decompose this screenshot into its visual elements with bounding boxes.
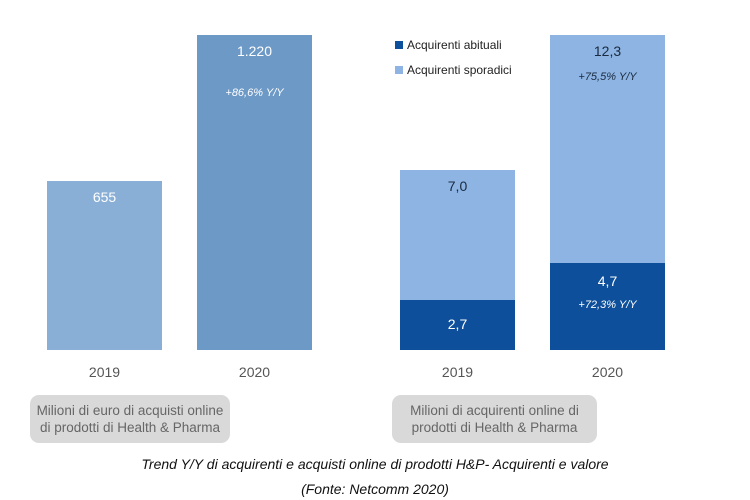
x-axis-label-buyers: Milioni di acquirenti online di prodotti… bbox=[392, 395, 597, 443]
data-label: 12,3 bbox=[593, 43, 622, 59]
bar-abituali-2020 bbox=[550, 262, 665, 350]
x-axis-label-value: Milioni di euro di acquisti online di pr… bbox=[30, 395, 230, 443]
x-tick-label: 2020 bbox=[591, 364, 624, 380]
caption-source: (Fonte: Netcomm 2020) bbox=[301, 481, 449, 497]
legend-item-sporadici: Acquirenti sporadici bbox=[395, 63, 512, 77]
growth-label: +72,3% Y/Y bbox=[578, 298, 637, 311]
data-label: 2,7 bbox=[447, 315, 468, 332]
legend-label: Acquirenti sporadici bbox=[407, 63, 512, 77]
data-label: 7,0 bbox=[447, 178, 468, 195]
legend-item-abituali: Acquirenti abituali bbox=[395, 38, 502, 52]
legend-swatch bbox=[395, 66, 403, 74]
legend-swatch bbox=[395, 41, 403, 49]
bar-2019 bbox=[47, 180, 162, 350]
bar-abituali-2019 bbox=[400, 299, 515, 350]
caption-title: Trend Y/Y di acquirenti e acquisti onlin… bbox=[141, 456, 609, 472]
x-tick-label: 2019 bbox=[88, 364, 121, 380]
bar-sporadici-2020 bbox=[550, 35, 665, 263]
growth-label: +86,6% Y/Y bbox=[225, 87, 284, 99]
growth-label: +75,5% Y/Y bbox=[578, 71, 637, 83]
data-label: 655 bbox=[92, 188, 117, 205]
data-label: 1.220 bbox=[236, 43, 273, 59]
bar-sporadici-2019 bbox=[400, 170, 515, 300]
data-label: 4,7 bbox=[597, 272, 618, 289]
bar-2020 bbox=[197, 35, 312, 350]
x-tick-label: 2020 bbox=[238, 364, 271, 380]
legend-label: Acquirenti abituali bbox=[407, 38, 502, 52]
x-tick-label: 2019 bbox=[441, 364, 474, 380]
